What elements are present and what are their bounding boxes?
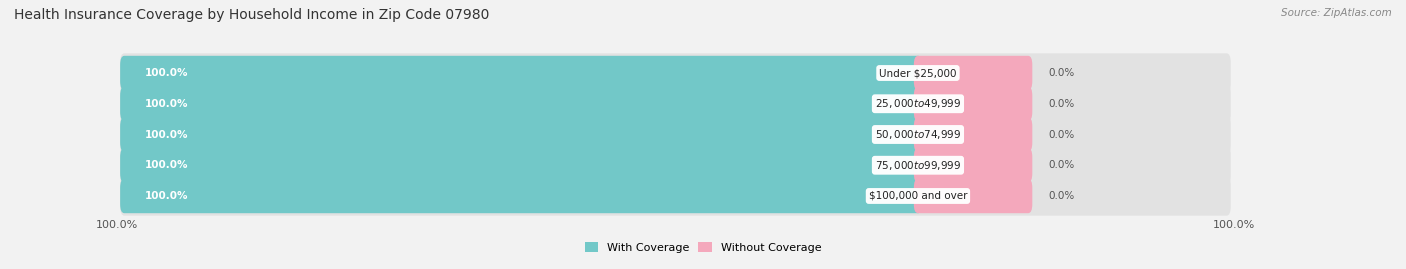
FancyBboxPatch shape: [120, 148, 922, 182]
Text: $50,000 to $74,999: $50,000 to $74,999: [875, 128, 962, 141]
FancyBboxPatch shape: [120, 87, 922, 121]
FancyBboxPatch shape: [120, 176, 1230, 216]
Text: 100.0%: 100.0%: [145, 129, 188, 140]
Text: 0.0%: 0.0%: [1049, 99, 1076, 109]
Text: 100.0%: 100.0%: [145, 68, 188, 78]
FancyBboxPatch shape: [914, 117, 1032, 152]
Text: $25,000 to $49,999: $25,000 to $49,999: [875, 97, 962, 110]
FancyBboxPatch shape: [914, 87, 1032, 121]
FancyBboxPatch shape: [120, 56, 922, 90]
Text: $100,000 and over: $100,000 and over: [869, 191, 967, 201]
Text: 100.0%: 100.0%: [96, 220, 139, 230]
Text: 0.0%: 0.0%: [1049, 160, 1076, 170]
FancyBboxPatch shape: [914, 179, 1032, 213]
FancyBboxPatch shape: [120, 117, 922, 152]
Text: Under $25,000: Under $25,000: [879, 68, 956, 78]
Text: 0.0%: 0.0%: [1049, 191, 1076, 201]
FancyBboxPatch shape: [120, 146, 1230, 185]
Legend: With Coverage, Without Coverage: With Coverage, Without Coverage: [585, 242, 821, 253]
Text: 100.0%: 100.0%: [145, 160, 188, 170]
FancyBboxPatch shape: [120, 84, 1230, 123]
Text: $75,000 to $99,999: $75,000 to $99,999: [875, 159, 962, 172]
FancyBboxPatch shape: [120, 53, 1230, 93]
Text: Source: ZipAtlas.com: Source: ZipAtlas.com: [1281, 8, 1392, 18]
Text: 100.0%: 100.0%: [145, 191, 188, 201]
Text: Health Insurance Coverage by Household Income in Zip Code 07980: Health Insurance Coverage by Household I…: [14, 8, 489, 22]
Text: 100.0%: 100.0%: [145, 99, 188, 109]
Text: 100.0%: 100.0%: [1212, 220, 1254, 230]
Text: 0.0%: 0.0%: [1049, 68, 1076, 78]
FancyBboxPatch shape: [914, 56, 1032, 90]
FancyBboxPatch shape: [914, 148, 1032, 182]
FancyBboxPatch shape: [120, 179, 922, 213]
Text: 0.0%: 0.0%: [1049, 129, 1076, 140]
FancyBboxPatch shape: [120, 115, 1230, 154]
